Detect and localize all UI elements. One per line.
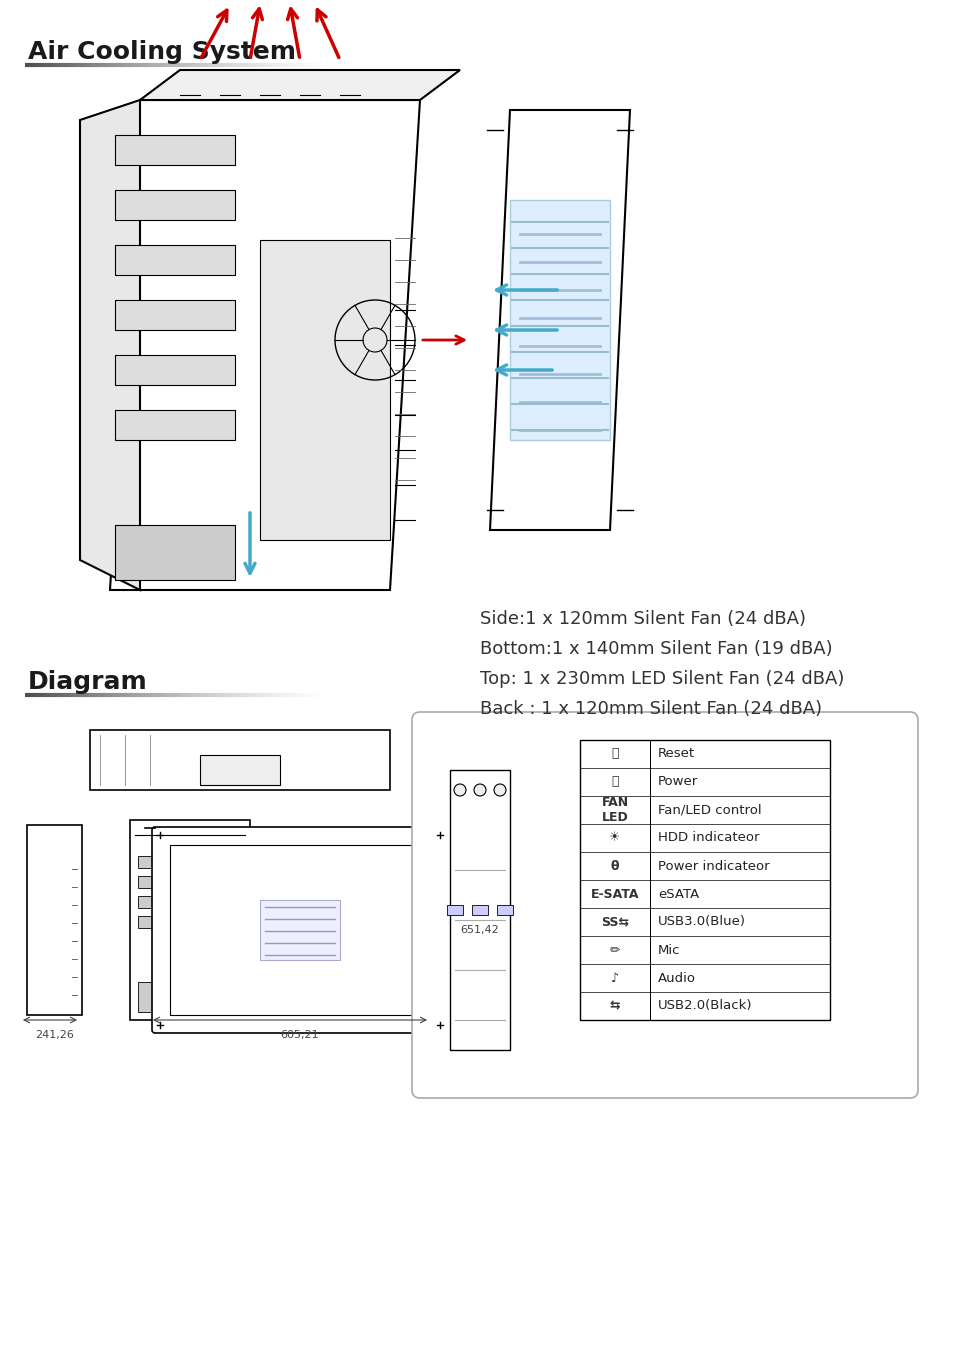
FancyBboxPatch shape: [90, 730, 390, 790]
Text: Fan/LED control: Fan/LED control: [658, 803, 760, 817]
FancyBboxPatch shape: [138, 917, 242, 927]
FancyBboxPatch shape: [170, 845, 430, 1015]
FancyBboxPatch shape: [472, 904, 488, 915]
Text: ⁠✏: ⁠✏: [609, 944, 619, 957]
Text: E-SATA: E-SATA: [590, 887, 639, 900]
Text: ☀: ☀: [609, 832, 620, 845]
Text: ⭯: ⭯: [611, 748, 618, 760]
FancyBboxPatch shape: [138, 896, 242, 909]
Text: USB2.0(Black): USB2.0(Black): [658, 999, 752, 1012]
Text: SS⇆: SS⇆: [600, 915, 628, 929]
FancyBboxPatch shape: [412, 711, 917, 1098]
FancyBboxPatch shape: [450, 769, 510, 1050]
FancyBboxPatch shape: [115, 300, 234, 329]
FancyBboxPatch shape: [115, 525, 234, 580]
FancyBboxPatch shape: [115, 190, 234, 220]
FancyBboxPatch shape: [579, 740, 829, 1021]
FancyBboxPatch shape: [497, 904, 513, 915]
Text: Back : 1 x 120mm Silent Fan (24 dBA): Back : 1 x 120mm Silent Fan (24 dBA): [479, 701, 821, 718]
Text: Power: Power: [658, 775, 698, 788]
Text: Diagram: Diagram: [28, 670, 148, 694]
FancyBboxPatch shape: [115, 355, 234, 385]
FancyBboxPatch shape: [260, 240, 390, 540]
FancyBboxPatch shape: [510, 200, 609, 440]
Text: eSATA: eSATA: [658, 887, 699, 900]
Text: HDD indicateor: HDD indicateor: [658, 832, 759, 845]
Text: Bottom:1 x 140mm Silent Fan (19 dBA): Bottom:1 x 140mm Silent Fan (19 dBA): [479, 640, 832, 657]
FancyBboxPatch shape: [115, 410, 234, 440]
Polygon shape: [80, 100, 140, 590]
FancyBboxPatch shape: [138, 981, 242, 1012]
FancyBboxPatch shape: [130, 819, 250, 1021]
Text: Top: 1 x 230mm LED Silent Fan (24 dBA): Top: 1 x 230mm LED Silent Fan (24 dBA): [479, 670, 843, 688]
Text: FAN
LED: FAN LED: [600, 796, 628, 824]
Polygon shape: [140, 70, 459, 100]
FancyBboxPatch shape: [138, 856, 242, 868]
Text: Air Cooling System: Air Cooling System: [28, 40, 295, 63]
FancyBboxPatch shape: [115, 135, 234, 165]
Polygon shape: [110, 100, 419, 590]
Text: 651,42: 651,42: [460, 925, 498, 936]
Text: ⇆: ⇆: [609, 999, 619, 1012]
Text: ⏻: ⏻: [611, 775, 618, 788]
FancyBboxPatch shape: [260, 900, 339, 960]
FancyBboxPatch shape: [152, 828, 448, 1033]
Circle shape: [494, 784, 505, 796]
Text: Power indicateor: Power indicateor: [658, 860, 769, 872]
Text: θ: θ: [610, 860, 618, 872]
Text: Side:1 x 120mm Silent Fan (24 dBA): Side:1 x 120mm Silent Fan (24 dBA): [479, 610, 805, 628]
Circle shape: [474, 784, 485, 796]
Circle shape: [454, 784, 465, 796]
Text: ♪: ♪: [610, 972, 618, 984]
FancyBboxPatch shape: [200, 755, 280, 784]
FancyBboxPatch shape: [138, 876, 242, 888]
FancyBboxPatch shape: [447, 904, 462, 915]
FancyBboxPatch shape: [28, 825, 82, 1015]
Text: USB3.0(Blue): USB3.0(Blue): [658, 915, 745, 929]
Polygon shape: [490, 109, 629, 531]
Text: Mic: Mic: [658, 944, 679, 957]
Text: Reset: Reset: [658, 748, 695, 760]
FancyBboxPatch shape: [115, 244, 234, 275]
Text: 605,21: 605,21: [280, 1030, 319, 1040]
Text: 241,26: 241,26: [35, 1030, 74, 1040]
Text: Audio: Audio: [658, 972, 696, 984]
